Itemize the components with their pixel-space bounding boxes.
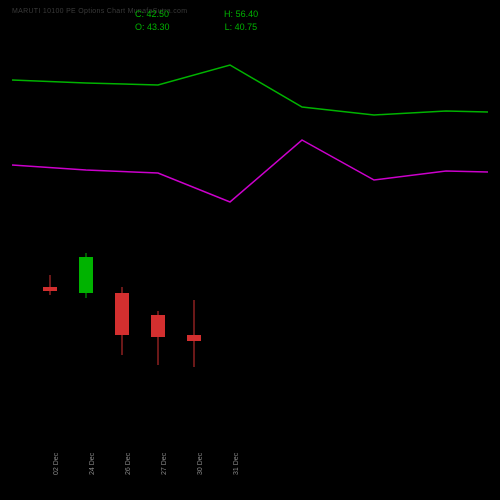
- x-axis-label: 27 Dec: [161, 453, 168, 475]
- indicator-line-purple: [12, 140, 488, 202]
- x-axis-label: 24 Dec: [89, 453, 96, 475]
- ohlc-close: C: 42.50: [135, 8, 169, 21]
- candle-body: [79, 257, 93, 293]
- candle-body: [115, 293, 129, 335]
- indicator-line-green: [12, 65, 488, 115]
- x-axis: 02 Dec 24 Dec 26 Dec 27 Dec 30 Dec 31 Dec: [12, 435, 488, 485]
- candle-body: [187, 335, 201, 341]
- chart-canvas: [12, 35, 488, 435]
- ohlc-display: C: 42.50 H: 56.40 O: 43.30 L: 40.75: [135, 8, 258, 33]
- x-axis-label: 26 Dec: [125, 453, 132, 475]
- x-axis-label: 31 Dec: [233, 453, 240, 475]
- candle-body: [151, 315, 165, 337]
- x-axis-label: 30 Dec: [197, 453, 204, 475]
- candle-body: [43, 287, 57, 291]
- ohlc-open: O: 43.30: [135, 21, 170, 34]
- ohlc-high: H: 56.40: [224, 8, 258, 21]
- ohlc-low: L: 40.75: [225, 21, 258, 34]
- x-axis-label: 02 Dec: [53, 453, 60, 475]
